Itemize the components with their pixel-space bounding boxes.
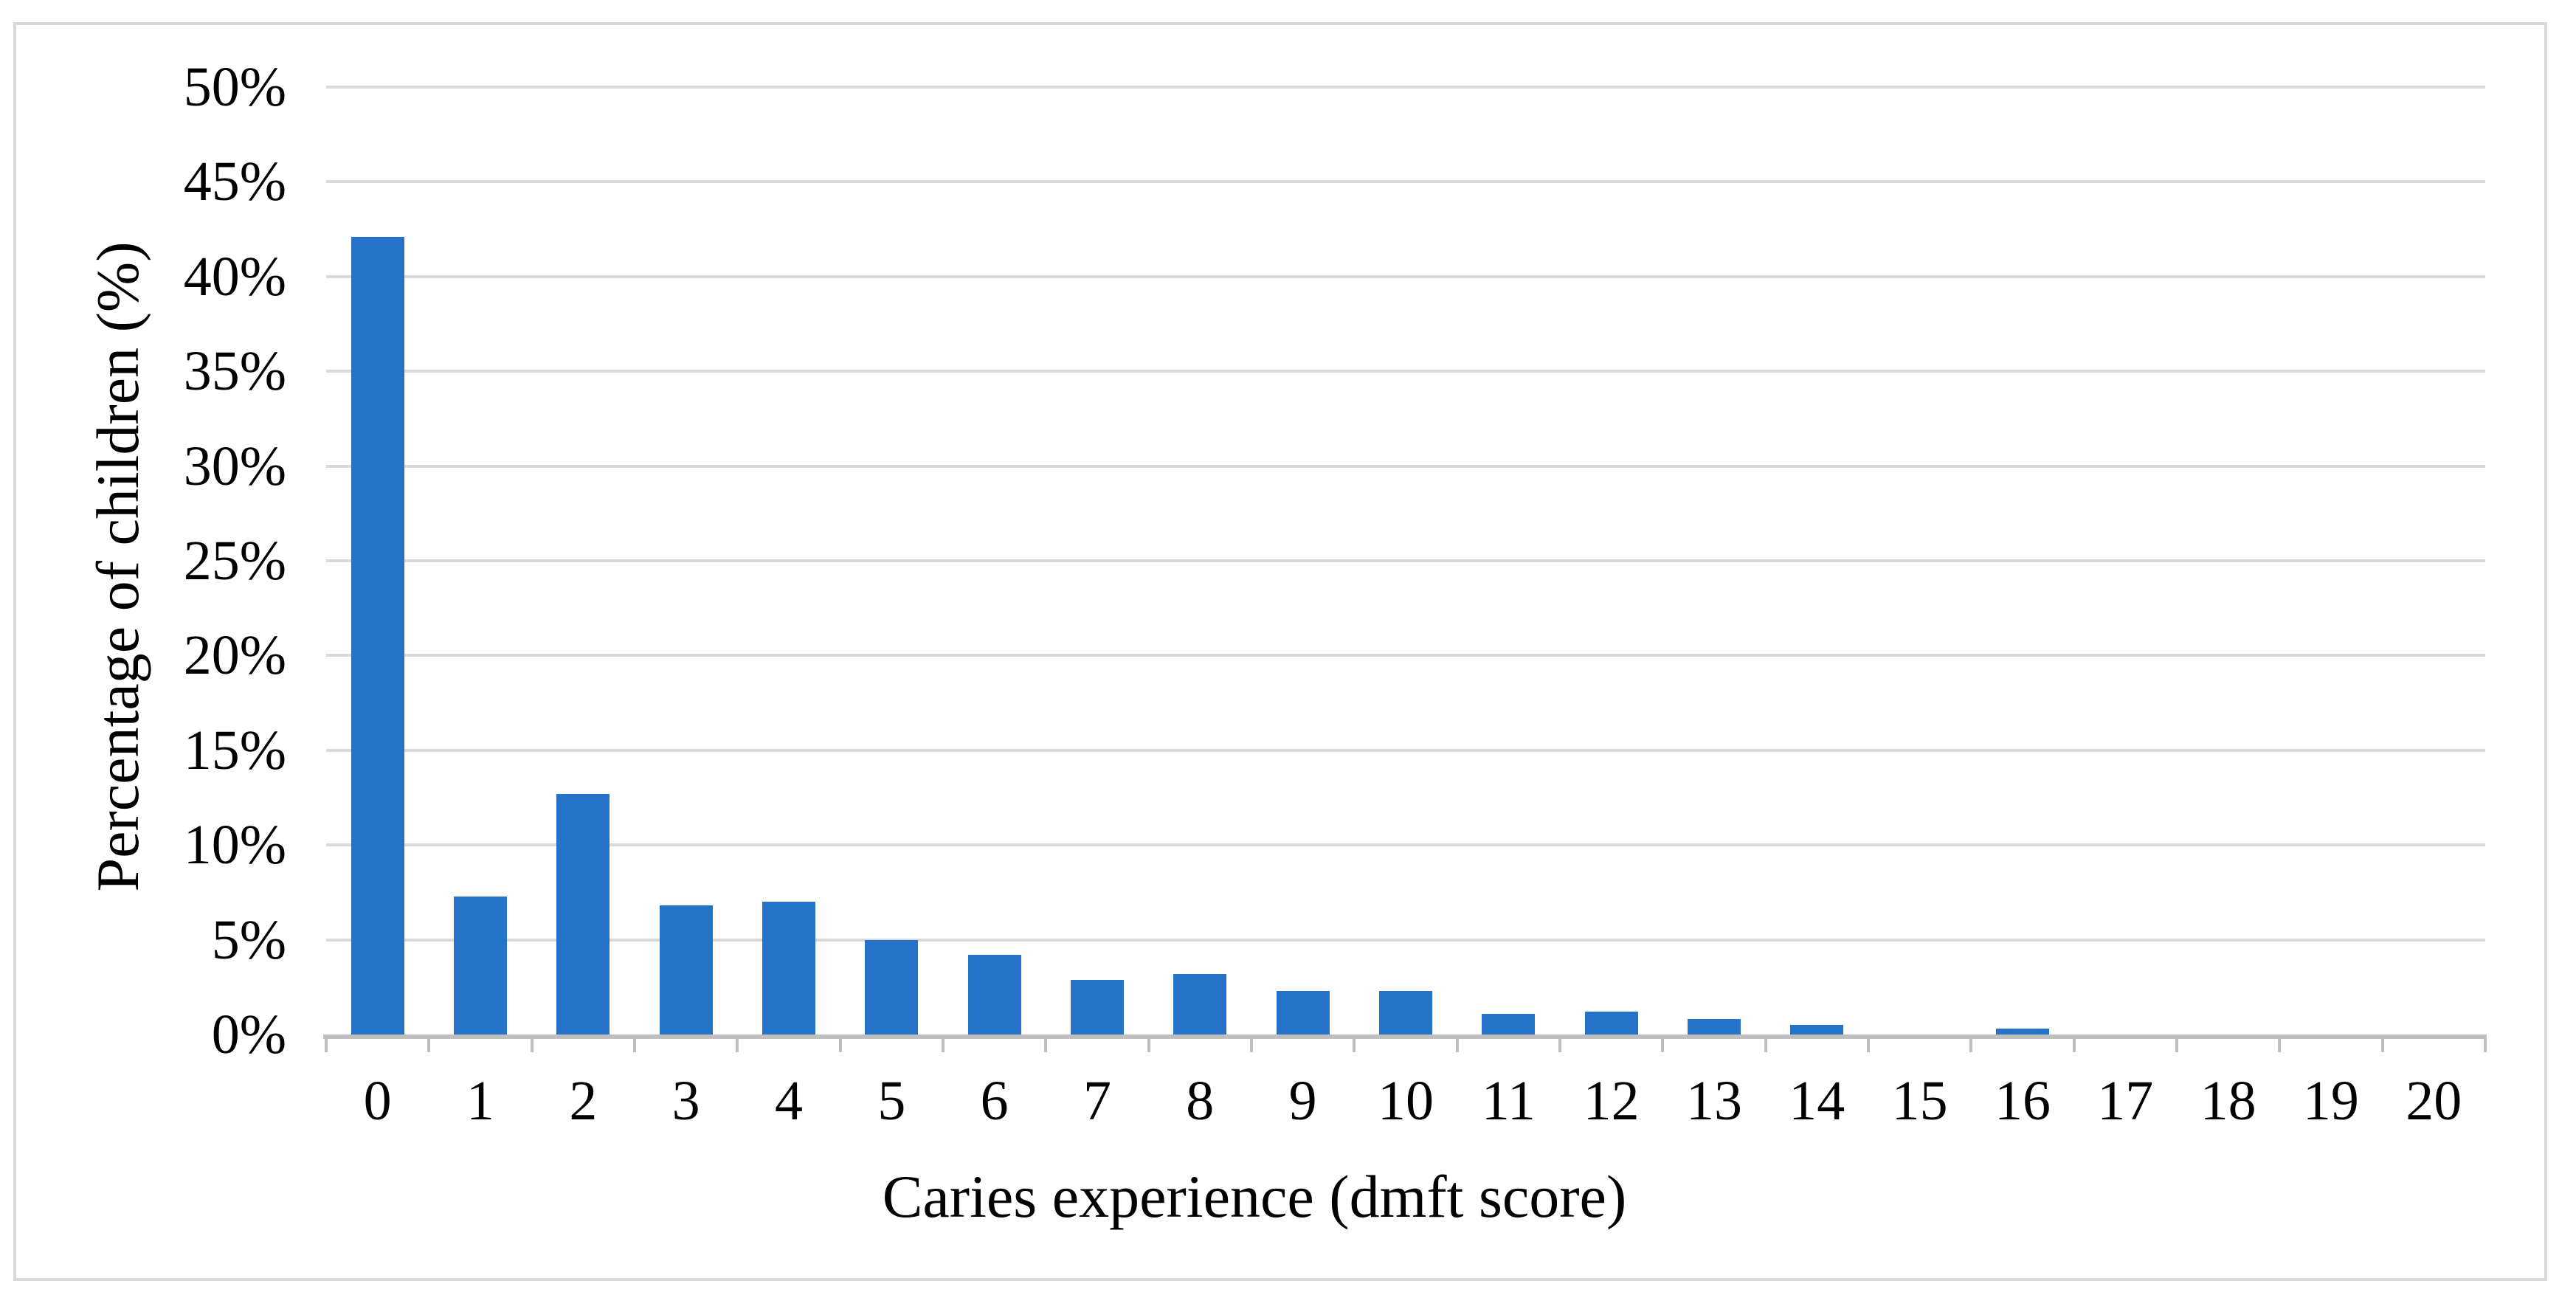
bar-dmft-3: [659, 905, 713, 1035]
x-axis-tick: [941, 1035, 945, 1052]
gridline-35pct: [326, 370, 2485, 373]
y-tick-label-35pct: 35%: [183, 340, 286, 403]
x-tick-label-16: 16: [1994, 1070, 2051, 1132]
x-axis-tick: [1455, 1035, 1459, 1052]
bar-dmft-10: [1378, 990, 1432, 1035]
bar-dmft-5: [865, 939, 919, 1035]
x-axis-tick: [2175, 1035, 2178, 1052]
figure-border: [13, 22, 2547, 1281]
bar-dmft-13: [1687, 1019, 1741, 1035]
bar-dmft-2: [556, 793, 610, 1035]
x-tick-label-1: 1: [466, 1070, 494, 1132]
x-axis-tick: [632, 1035, 636, 1052]
gridline-50pct: [326, 86, 2485, 89]
x-tick-label-15: 15: [1891, 1070, 1948, 1132]
x-axis-tick: [325, 1035, 328, 1052]
x-axis-tick: [1147, 1035, 1150, 1052]
x-axis-line: [323, 1035, 2485, 1039]
bar-dmft-16: [1995, 1029, 2049, 1035]
x-axis-tick: [1353, 1035, 1356, 1052]
gridline-10pct: [326, 843, 2485, 847]
gridline-20pct: [326, 654, 2485, 657]
bar-dmft-9: [1276, 990, 1330, 1035]
x-tick-label-12: 12: [1583, 1070, 1640, 1132]
x-tick-label-11: 11: [1481, 1070, 1536, 1132]
bar-dmft-4: [762, 902, 815, 1035]
bar-dmft-14: [1790, 1025, 1844, 1035]
x-tick-label-6: 6: [980, 1070, 1009, 1132]
x-tick-label-18: 18: [2200, 1070, 2256, 1132]
y-tick-label-45pct: 45%: [183, 151, 286, 213]
gridline-30pct: [326, 464, 2485, 468]
gridline-15pct: [326, 748, 2485, 752]
x-tick-label-5: 5: [877, 1070, 906, 1132]
x-tick-label-3: 3: [671, 1070, 700, 1132]
bar-dmft-11: [1482, 1013, 1536, 1035]
y-tick-label-50pct: 50%: [183, 56, 286, 118]
x-axis-tick: [1866, 1035, 1870, 1052]
y-tick-label-20pct: 20%: [183, 624, 286, 687]
y-tick-label-40pct: 40%: [183, 245, 286, 308]
x-axis-tick: [736, 1035, 739, 1052]
x-tick-label-10: 10: [1377, 1070, 1434, 1132]
x-axis-title: Caries experience (dmft score): [882, 1163, 1627, 1230]
x-tick-label-13: 13: [1685, 1070, 1742, 1132]
x-axis-tick: [427, 1035, 431, 1052]
bar-dmft-7: [1070, 979, 1124, 1035]
x-tick-label-8: 8: [1186, 1070, 1215, 1132]
y-tick-label-30pct: 30%: [183, 435, 286, 497]
x-tick-label-14: 14: [1789, 1070, 1845, 1132]
x-axis-tick: [2278, 1035, 2282, 1052]
gridline-40pct: [326, 274, 2485, 278]
x-axis-tick: [530, 1035, 533, 1052]
x-axis-tick: [1044, 1035, 1048, 1052]
x-axis-tick: [2072, 1035, 2076, 1052]
x-axis-tick: [1969, 1035, 1973, 1052]
y-tick-label-10pct: 10%: [183, 814, 286, 877]
gridline-25pct: [326, 559, 2485, 562]
y-tick-label-15pct: 15%: [183, 719, 286, 781]
y-axis-title: Percentage of children (%): [84, 241, 151, 892]
x-axis-tick: [1249, 1035, 1253, 1052]
x-tick-label-2: 2: [569, 1070, 598, 1132]
bar-dmft-0: [351, 236, 404, 1035]
x-tick-label-0: 0: [363, 1070, 392, 1132]
x-axis-tick: [1661, 1035, 1665, 1052]
y-tick-label-25pct: 25%: [183, 530, 286, 592]
bar-dmft-8: [1173, 973, 1227, 1035]
y-tick-label-5pct: 5%: [211, 908, 286, 971]
bar-dmft-1: [453, 896, 507, 1035]
x-axis-tick: [838, 1035, 842, 1052]
x-axis-tick: [2483, 1035, 2487, 1052]
bar-dmft-6: [967, 955, 1021, 1035]
gridline-5pct: [326, 938, 2485, 942]
x-tick-label-4: 4: [774, 1070, 803, 1132]
x-axis-tick: [1764, 1035, 1767, 1052]
y-tick-label-0pct: 0%: [211, 1004, 286, 1065]
x-tick-label-20: 20: [2406, 1070, 2462, 1132]
gridline-45pct: [326, 180, 2485, 184]
x-tick-label-9: 9: [1288, 1070, 1317, 1132]
x-tick-label-7: 7: [1082, 1070, 1111, 1132]
x-axis-tick: [1558, 1035, 1561, 1052]
x-tick-label-17: 17: [2097, 1070, 2154, 1132]
bar-dmft-12: [1584, 1012, 1638, 1035]
x-axis-tick: [2380, 1035, 2384, 1052]
x-tick-label-19: 19: [2302, 1070, 2359, 1132]
